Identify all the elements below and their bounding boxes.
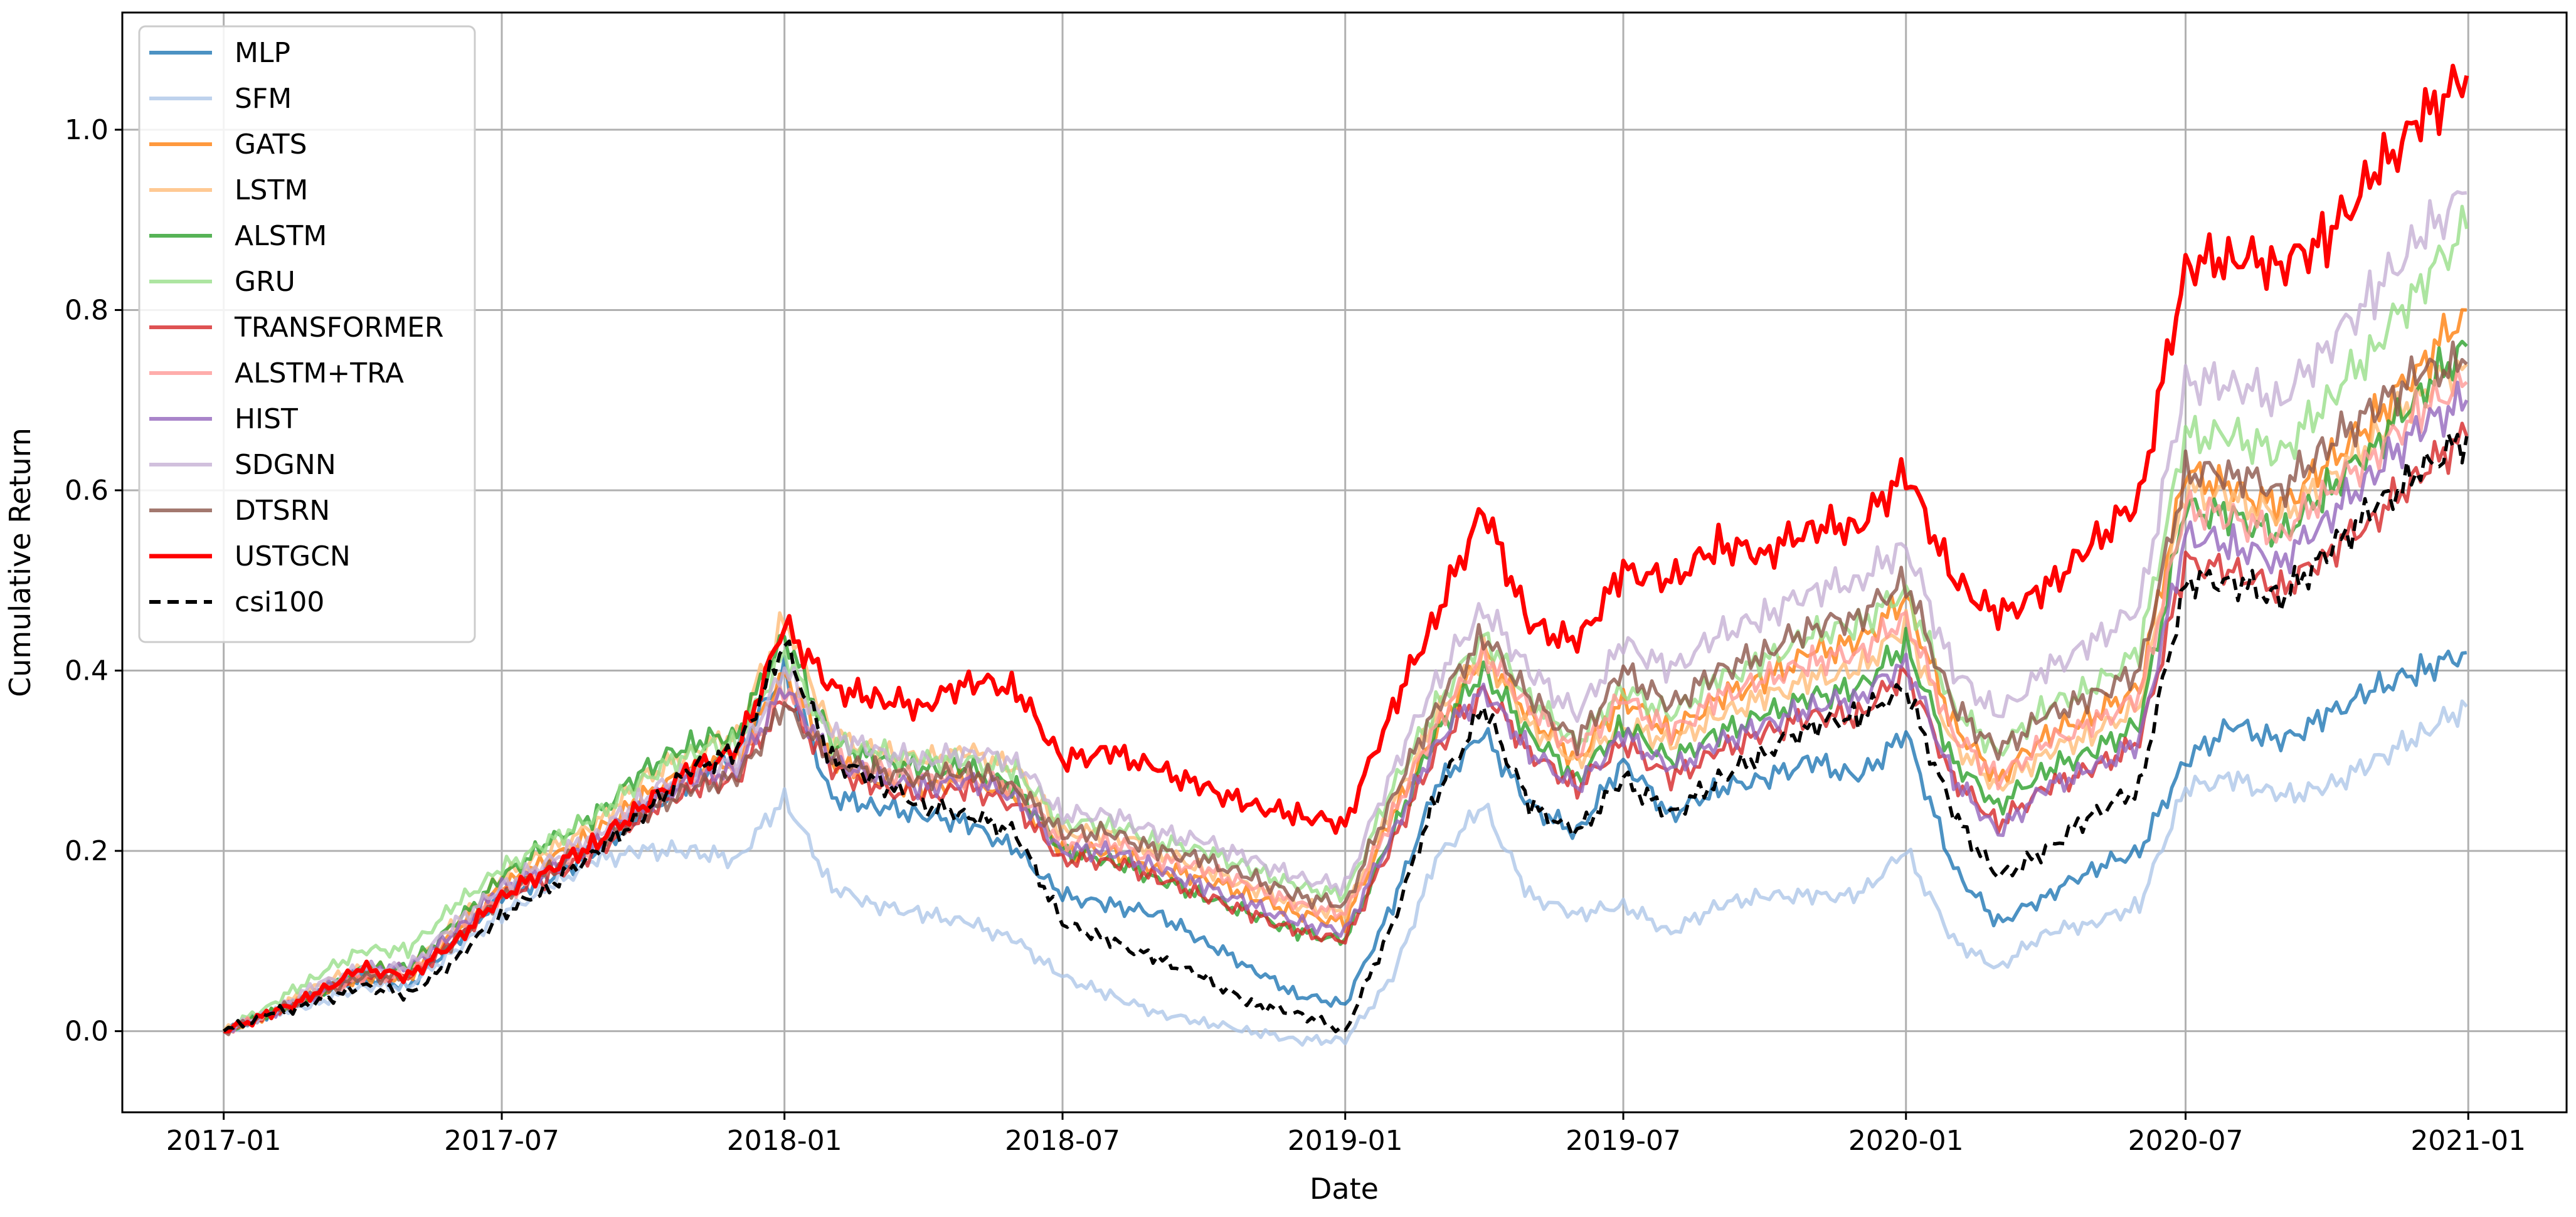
y-tick-label: 0.0 — [65, 1016, 109, 1048]
x-axis-title: Date — [1310, 1172, 1379, 1206]
y-tick-label: 1.0 — [65, 114, 109, 146]
axis-ticks: 2017-01 2017-07 2018-01 2018-07 2019-01 2019-… — [65, 114, 2526, 1157]
legend-label: ALSTM+TRA — [235, 357, 404, 389]
legend-label: SFM — [235, 83, 292, 115]
legend-label: GRU — [235, 266, 295, 298]
x-tick-label: 2020-01 — [1848, 1125, 1964, 1157]
legend-label: ALSTM — [235, 220, 327, 252]
legend-label: GATS — [235, 129, 307, 161]
x-tick-label: 2017-01 — [166, 1125, 282, 1157]
legend-box — [138, 25, 476, 643]
y-tick-label: 0.8 — [65, 294, 109, 326]
x-tick-label: 2018-01 — [727, 1125, 842, 1157]
y-tick-label: 0.2 — [65, 835, 109, 867]
series-line-csi100 — [223, 432, 2469, 1033]
series-line-ustgcn — [223, 63, 2469, 1034]
y-tick-label: 0.6 — [65, 475, 109, 507]
legend-label: TRANSFORMER — [234, 312, 443, 344]
series-line-lstm — [222, 359, 2468, 1033]
series-line-hist — [223, 381, 2469, 1033]
x-tick-label: 2019-01 — [1288, 1125, 1403, 1157]
legend-label: SDGNN — [235, 449, 336, 481]
x-tick-label: 2020-07 — [2128, 1125, 2244, 1157]
legend-label: MLP — [235, 37, 290, 69]
legend: MLP SFM GATS LSTM ALSTM GRU TRANSFORMER ALSTM+T… — [138, 25, 476, 643]
y-axis-title: Cumulative Return — [3, 428, 37, 697]
x-tick-label: 2017-07 — [444, 1125, 559, 1157]
series-line-sfm — [223, 699, 2468, 1047]
legend-label: LSTM — [235, 174, 308, 206]
legend-label: csi100 — [235, 586, 324, 618]
x-tick-label: 2021-01 — [2410, 1125, 2526, 1157]
legend-label: HIST — [235, 403, 298, 435]
series-line-sdgnn — [223, 190, 2467, 1035]
legend-label: DTSRN — [235, 495, 330, 527]
x-tick-label: 2018-07 — [1005, 1125, 1120, 1157]
legend-label: USTGCN — [235, 540, 351, 572]
y-tick-label: 0.4 — [65, 655, 109, 687]
series-lines — [222, 63, 2469, 1047]
x-tick-label: 2019-07 — [1566, 1125, 1681, 1157]
